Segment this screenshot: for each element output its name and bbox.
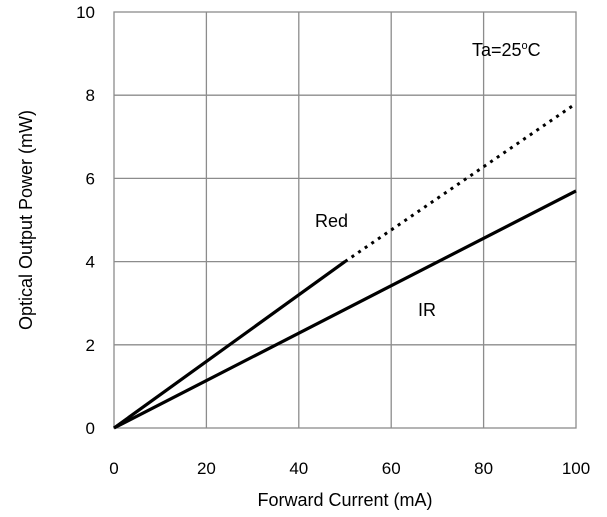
y-tick-label: 6 <box>86 169 95 188</box>
x-axis-title: Forward Current (mA) <box>257 490 432 510</box>
x-tick-label: 40 <box>289 459 308 478</box>
y-axis-title: Optical Output Power (mW) <box>16 110 36 330</box>
y-tick-labels: 0 2 4 6 8 10 <box>76 3 95 438</box>
x-tick-label: 0 <box>109 459 118 478</box>
x-tick-label: 80 <box>474 459 493 478</box>
red-dotted-line <box>344 102 577 263</box>
ir-series-label: IR <box>418 300 436 320</box>
degree-superscript: o <box>522 40 528 52</box>
y-tick-label: 4 <box>86 253 95 272</box>
red-solid-line <box>113 260 346 430</box>
y-tick-label: 2 <box>86 336 95 355</box>
x-tick-label: 100 <box>562 459 590 478</box>
red-series-label: Red <box>315 211 348 231</box>
plot-frame <box>113 11 577 429</box>
temperature-annotation: Ta=25oC <box>472 40 541 60</box>
temperature-unit: C <box>528 40 541 60</box>
series-lines <box>113 102 577 430</box>
x-tick-label: 20 <box>197 459 216 478</box>
y-tick-label: 8 <box>86 86 95 105</box>
x-tick-label: 60 <box>382 459 401 478</box>
temperature-annotation-label: Ta=25 <box>472 40 522 60</box>
y-tick-label: 0 <box>86 419 95 438</box>
x-tick-labels: 0 20 40 60 80 100 <box>109 459 590 478</box>
ir-solid-line <box>113 189 577 430</box>
y-tick-label: 10 <box>76 3 95 22</box>
